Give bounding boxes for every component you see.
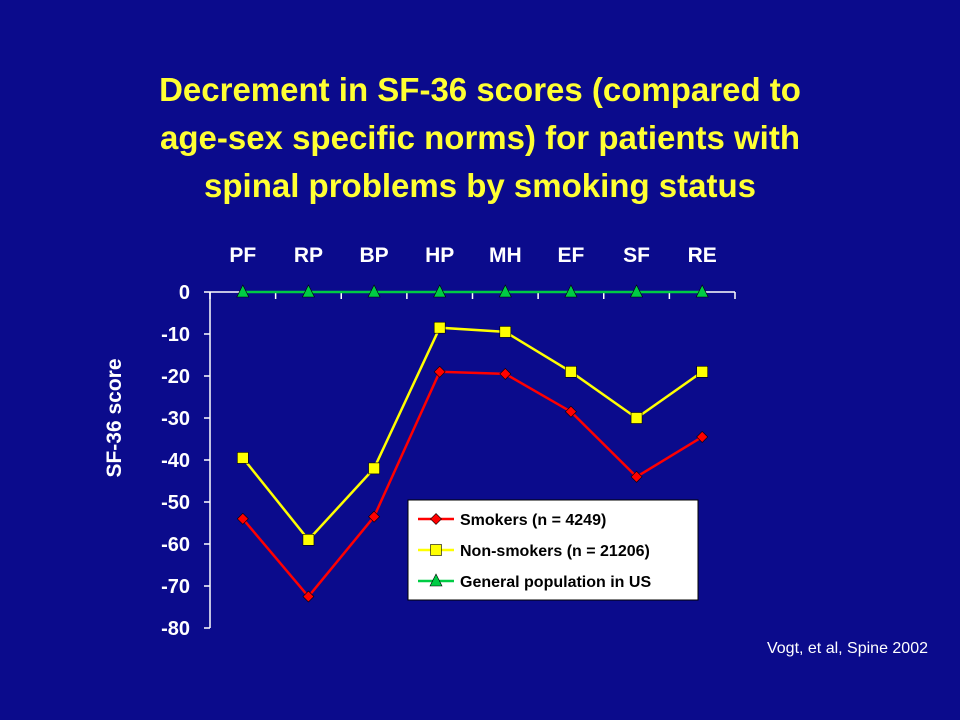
slide-title: Decrement in SF-36 scores (compared to a… [60,66,900,210]
x-tick-label-sf: SF [623,244,650,267]
x-tick-label-ef: EF [558,244,585,267]
y-tick-label: -60 [161,534,190,556]
series-smokers-n-4249 [236,365,709,603]
legend-swatch-marker [429,573,443,587]
legend-swatch-marker [430,513,442,525]
y-tick-label: -40 [161,450,190,472]
y-tick-label: -30 [161,408,190,430]
data-point-sf [630,284,644,298]
legend-box [407,499,699,601]
y-tick-label: 0 [179,282,190,304]
x-tick-label-mh: MH [489,244,522,267]
data-point-sf [630,412,643,424]
data-point-re [696,430,709,443]
y-tick-label: -50 [161,492,190,514]
data-point-rp [302,590,315,603]
data-point-bp [367,284,381,298]
x-tick-label-re: RE [688,244,717,267]
series-general-population-in-us [236,284,709,298]
data-point-re [695,284,709,298]
data-point-hp [433,284,447,298]
y-tick-label: -10 [161,324,190,346]
legend: Smokers (n = 4249) Non-smokers (n = 21206… [407,499,699,601]
y-tick-label: -70 [161,576,190,598]
legend-label: Smokers (n = 4249) [460,512,606,529]
legend-label: Non-smokers (n = 21206) [460,543,650,560]
series-layer [236,284,709,603]
y-tick-label: -80 [161,618,190,640]
title-line-3: spinal problems by smoking status [204,167,756,204]
legend-entry-non-smokers-n-21206: Non-smokers (n = 21206) [418,543,650,560]
data-point-ef [565,365,577,378]
title-line-2: age-sex specific norms) for patients wit… [160,119,800,156]
data-point-bp [368,510,380,523]
citation: Vogt, et al, Spine 2002 [766,640,928,657]
legend-swatch-marker [430,544,442,556]
data-point-pf [237,452,249,464]
data-point-hp [433,365,446,378]
x-tick-label-hp: HP [425,244,454,267]
data-point-mh [498,284,512,298]
data-point-mh [499,326,512,338]
x-tick-label-pf: PF [229,244,256,267]
data-point-rp [301,284,315,298]
series-line [241,370,703,599]
data-point-hp [433,321,446,334]
data-point-ef [565,405,577,418]
y-tick-label: -20 [161,366,190,388]
title-line-1: Decrement in SF-36 scores (compared to [159,71,801,108]
x-tick-label-bp: BP [359,244,388,267]
legend-label: General population in US [460,574,651,591]
data-point-pf [236,284,250,298]
y-axis-label: SF-36 score [103,358,126,477]
data-point-mh [499,367,512,380]
series-line [241,326,703,542]
data-point-sf [630,470,643,483]
data-point-bp [368,462,380,475]
series-non-smokers-n-21206 [237,321,708,546]
axes: 0 -10 -20 -30 -40 -50 -60 -70 -80 PF RP BP HP MH EF SF R… [103,244,736,640]
legend-entry-smokers-n-4249: Smokers (n = 4249) [418,512,606,529]
data-point-pf [236,512,249,525]
legend-entry-general-population-in-us: General population in US [418,573,651,591]
x-tick-label-rp: RP [294,244,323,267]
data-point-rp [302,533,315,546]
data-point-re [696,365,708,378]
data-point-ef [564,284,578,298]
